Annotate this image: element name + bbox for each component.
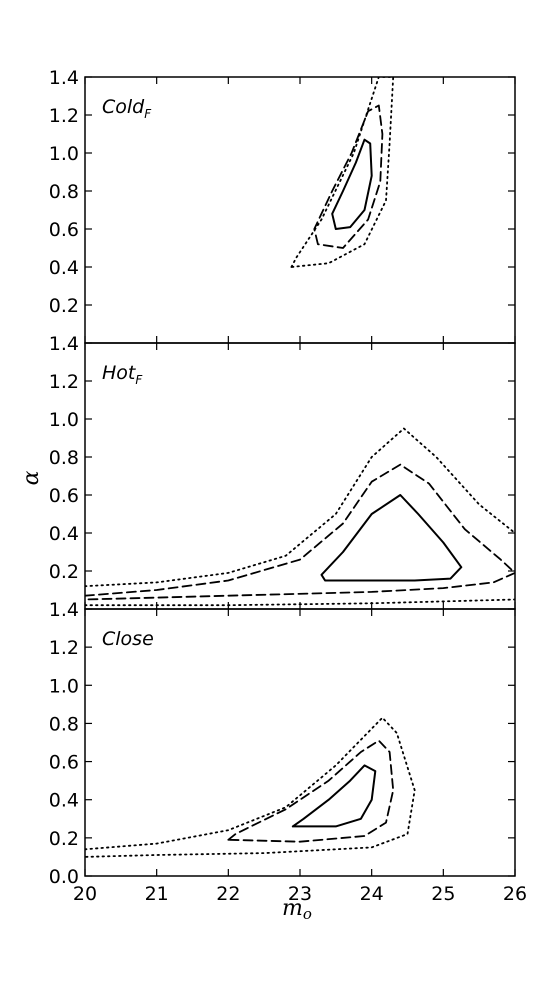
y-tick-label: 0.8 — [49, 447, 79, 469]
contour-outer-dotted — [85, 427, 515, 588]
y-tick-label: 0.4 — [49, 523, 79, 545]
x-tick-label: 24 — [360, 883, 384, 905]
panels: 0.20.40.60.81.01.21.4ColdF0.20.40.60.81.… — [49, 67, 516, 888]
contours — [85, 427, 515, 607]
y-tick-label: 0.4 — [49, 257, 79, 279]
x-tick-label: 20 — [73, 883, 97, 905]
contour-middle-dashed — [227, 739, 395, 843]
y-tick-label: 1.4 — [49, 67, 79, 89]
contours — [290, 77, 395, 268]
x-axis-title: mo — [282, 896, 312, 923]
y-tick-label: 1.0 — [49, 675, 79, 697]
panel-label-main: Close — [102, 628, 154, 650]
x-axis-title-sub: o — [303, 905, 312, 923]
panel-label: Close — [102, 628, 154, 650]
x-tick-label: 26 — [503, 883, 527, 905]
y-tick-label: 1.2 — [49, 637, 79, 659]
x-tick-label: 25 — [431, 883, 455, 905]
y-tick-label: 0.6 — [49, 485, 79, 507]
contour-middle-dashed — [313, 104, 384, 249]
panel-label-main: Hot — [102, 362, 137, 384]
y-tick-label: 0.6 — [49, 752, 79, 774]
x-tick-label: 22 — [216, 883, 240, 905]
y-tick-label: 1.0 — [49, 409, 79, 431]
contour-inner-solid — [320, 494, 463, 582]
y-tick-label: 1.0 — [49, 143, 79, 165]
panel-label: ColdF — [102, 96, 152, 121]
y-tick-label: 0.8 — [49, 713, 79, 735]
panel-close: 0.0 0.2 0.4 0.6 0.8 1.0 1.2 1.4 Close — [49, 599, 516, 888]
y-tick-label: 1.2 — [49, 371, 79, 393]
y-tick-label: 0.8 — [49, 181, 79, 203]
panel-label-sub: F — [135, 373, 143, 387]
y-tick-label: 1.4 — [49, 333, 79, 355]
y-axis-title: α — [19, 470, 44, 485]
contours — [85, 716, 416, 858]
panel-frame — [84, 342, 516, 610]
y-tick-label: 1.2 — [49, 105, 79, 127]
y-tick-label: 0.2 — [49, 561, 79, 583]
panel-label-main: Cold — [102, 96, 145, 118]
panel-label-sub: F — [144, 107, 152, 121]
contour-middle-dashed — [85, 463, 515, 601]
y-tick-label: 0.4 — [49, 790, 79, 812]
x-axis-title-main: m — [282, 896, 303, 921]
y-tick-label: 0.2 — [49, 828, 79, 850]
panel-hot: 0.2 0.4 0.6 0.8 1.0 1.2 1.4 HotF — [49, 333, 516, 610]
y-tick-label: 0.0 — [49, 866, 79, 888]
y-tick-label: 0.6 — [49, 219, 79, 241]
y-tick-label: 0.2 — [49, 295, 79, 317]
contour-inner-solid — [291, 764, 377, 828]
x-tick-label: 21 — [145, 883, 169, 905]
panel-cold: 0.2 0.4 0.6 0.8 1.0 1.2 1.4 ColdF — [49, 67, 516, 344]
x-axis: 20 21 22 23 24 25 26 — [73, 883, 527, 905]
y-tick-label: 1.4 — [49, 599, 79, 621]
x-tick-label: 23 — [288, 883, 312, 905]
contour-outer-dotted — [85, 716, 416, 858]
panel-label: HotF — [102, 362, 143, 387]
contour-inner-solid — [331, 138, 373, 230]
